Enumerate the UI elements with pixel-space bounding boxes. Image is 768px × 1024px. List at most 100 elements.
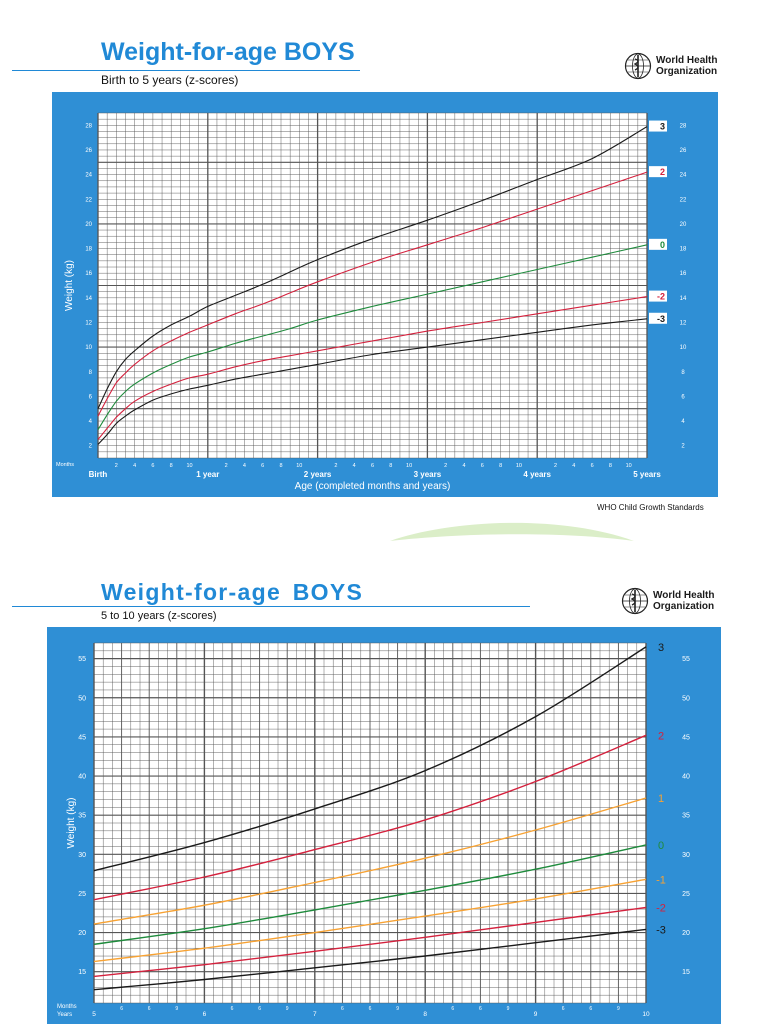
z-score-label-bg <box>649 290 667 302</box>
y-tick-label-left: 50 <box>78 695 86 702</box>
y-tick-label-right: 18 <box>680 247 687 253</box>
z-score-label-bg <box>649 120 667 132</box>
y-tick-label-left: 40 <box>78 774 86 781</box>
x-month-tick-label: 4 <box>572 463 575 469</box>
y-tick-label-right: 45 <box>682 734 690 741</box>
chart-section-0-5-years: Weight-for-age BOYS Birth to 5 years (z-… <box>12 38 726 541</box>
x-month-tick-label: 6 <box>562 1006 565 1012</box>
x-year-label: 1 year <box>196 470 219 479</box>
x-month-tick-label: 9 <box>507 1006 510 1012</box>
z-score-label: 0 <box>658 840 664 852</box>
x-month-tick-label: 6 <box>231 1006 234 1012</box>
y-tick-label-right: 30 <box>682 852 690 859</box>
y-tick-label-right: 28 <box>680 123 687 129</box>
x-month-tick-label: 6 <box>451 1006 454 1012</box>
x-month-tick-label: 4 <box>243 463 246 469</box>
x-month-tick-label: 8 <box>609 463 612 469</box>
y-tick-label-right: 12 <box>680 320 687 326</box>
y-tick-label-right: 22 <box>680 197 687 203</box>
x-month-tick-label: 6 <box>589 1006 592 1012</box>
title-rule <box>12 70 360 71</box>
y-tick-label-left: 2 <box>89 444 93 450</box>
y-tick-label-left: 16 <box>85 271 92 277</box>
x-year-label: 10 <box>642 1011 650 1018</box>
x-month-tick-label: 10 <box>296 463 302 469</box>
x-month-tick-label: 6 <box>479 1006 482 1012</box>
y-tick-label-right: 14 <box>680 296 687 302</box>
x-unit-label-years: Years <box>57 1012 72 1018</box>
chart-title: Weight-for-age BOYS <box>101 38 355 66</box>
x-year-label: 6 <box>203 1011 207 1018</box>
x-year-label: 3 years <box>414 470 442 479</box>
y-tick-label-left: 8 <box>89 370 93 376</box>
y-tick-label-right: 4 <box>681 419 685 425</box>
who-wordmark-line2: Organization <box>656 66 718 77</box>
x-year-label: 4 years <box>523 470 551 479</box>
x-month-tick-label: 6 <box>341 1006 344 1012</box>
x-month-tick-label: 8 <box>170 463 173 469</box>
y-tick-label-left: 28 <box>85 123 92 129</box>
y-tick-label-left: 24 <box>85 173 92 179</box>
who-wordmark-line1: World Health <box>656 55 718 66</box>
z-score-line <box>93 844 647 945</box>
y-tick-label-right: 6 <box>681 394 685 400</box>
x-month-tick-label: 9 <box>175 1006 178 1012</box>
y-tick-label-right: 25 <box>682 891 690 898</box>
who-wordmark-line2: Organization <box>653 601 715 612</box>
x-month-tick-label: 10 <box>626 463 632 469</box>
who-logo: World Health Organization <box>624 52 726 80</box>
x-month-tick-label: 10 <box>406 463 412 469</box>
chart-footer: WHO Child Growth Standards <box>597 503 704 512</box>
z-score-label: 0 <box>660 240 665 250</box>
z-score-label: -3 <box>656 924 666 936</box>
y-tick-label-right: 15 <box>682 969 690 976</box>
y-tick-label-right: 35 <box>682 813 690 820</box>
y-tick-label-left: 6 <box>89 394 93 400</box>
chart-subtitle: Birth to 5 years (z-scores) <box>101 73 239 87</box>
x-month-tick-label: 4 <box>462 463 465 469</box>
y-tick-label-left: 30 <box>78 852 86 859</box>
who-emblem-icon <box>621 587 649 615</box>
x-month-tick-label: 2 <box>115 463 118 469</box>
x-month-tick-label: 8 <box>279 463 282 469</box>
grid-lines <box>97 112 648 459</box>
z-score-line <box>93 734 647 901</box>
y-tick-label-left: 26 <box>85 148 92 154</box>
x-month-tick-label: 8 <box>389 463 392 469</box>
x-month-tick-label: 8 <box>499 463 502 469</box>
y-tick-label-right: 26 <box>680 148 687 154</box>
z-score-line <box>97 171 648 417</box>
x-month-tick-label: 9 <box>396 1006 399 1012</box>
x-year-label: 7 <box>313 1011 317 1018</box>
y-tick-label-right: 8 <box>681 370 685 376</box>
y-axis-title: Weight (kg) <box>64 260 75 311</box>
x-unit-label-months: Months <box>57 1004 77 1010</box>
x-month-tick-label: 10 <box>186 463 192 469</box>
x-year-label: Birth <box>89 470 108 479</box>
x-month-tick-label: 2 <box>334 463 337 469</box>
z-score-line <box>97 244 648 430</box>
y-tick-label-right: 50 <box>682 695 690 702</box>
y-tick-label-right: 40 <box>682 774 690 781</box>
y-tick-label-left: 14 <box>85 296 92 302</box>
y-tick-label-left: 12 <box>85 320 92 326</box>
z-score-label: -2 <box>656 903 666 915</box>
x-month-tick-label: 6 <box>261 463 264 469</box>
z-score-line <box>97 318 648 445</box>
x-month-tick-label: 9 <box>286 1006 289 1012</box>
x-month-tick-label: 6 <box>591 463 594 469</box>
x-year-label: 5 <box>92 1011 96 1018</box>
z-score-label: -1 <box>656 874 666 886</box>
z-score-label: 2 <box>660 167 665 177</box>
x-month-tick-label: 6 <box>151 463 154 469</box>
y-tick-label-left: 45 <box>78 734 86 741</box>
who-emblem-icon <box>624 52 652 80</box>
y-tick-label-left: 22 <box>85 197 92 203</box>
y-tick-label-right: 20 <box>680 222 687 228</box>
z-score-label: 3 <box>658 642 664 654</box>
y-tick-label-left: 20 <box>85 222 92 228</box>
y-tick-label-left: 15 <box>78 969 86 976</box>
x-month-tick-label: 6 <box>481 463 484 469</box>
y-tick-label-left: 18 <box>85 247 92 253</box>
